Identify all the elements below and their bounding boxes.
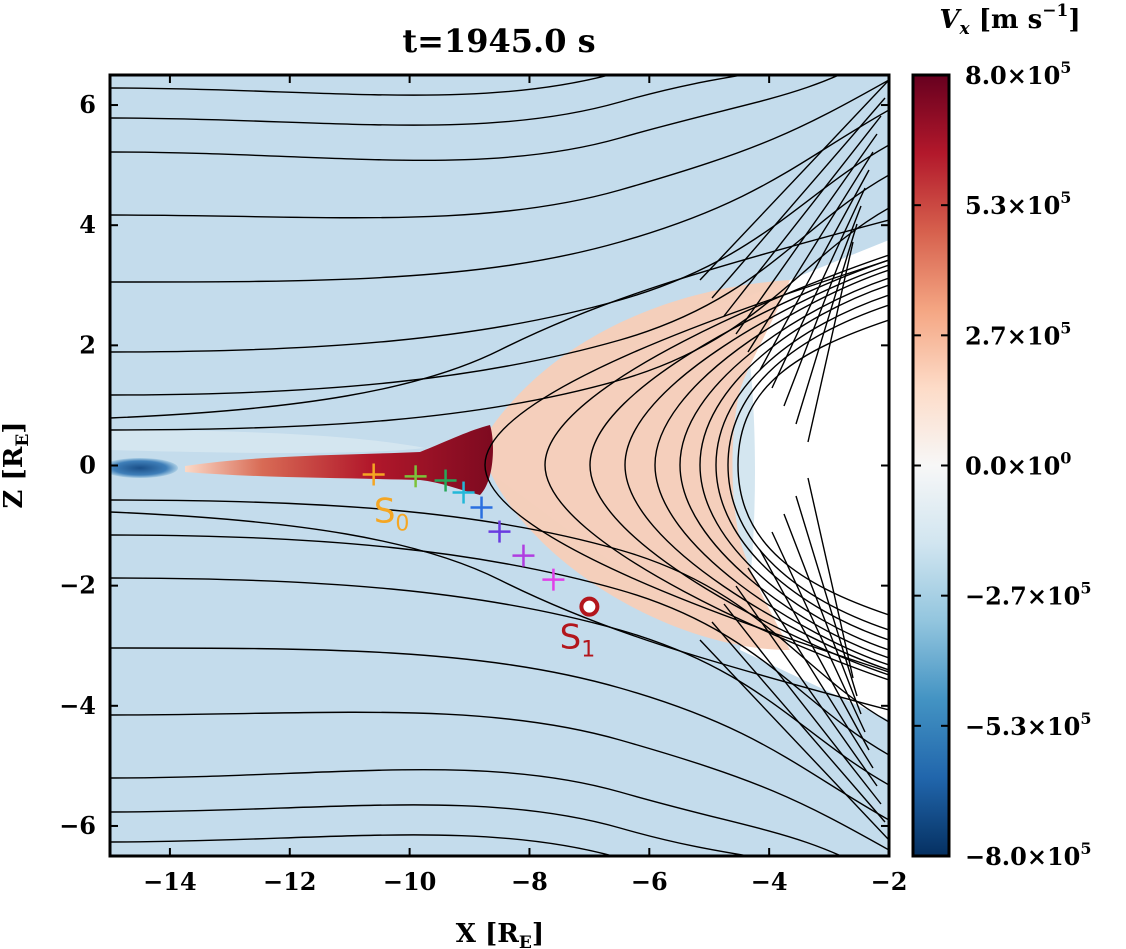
field-line bbox=[735, 133, 878, 335]
field-line bbox=[759, 169, 870, 371]
field-line bbox=[795, 223, 858, 425]
field-line bbox=[589, 259, 889, 676]
field-line bbox=[747, 151, 874, 353]
colorbar-tick-label: 8.0×105 bbox=[965, 58, 1071, 90]
y-tick-label: 0 bbox=[79, 451, 96, 480]
field-line bbox=[735, 585, 878, 787]
plot-area bbox=[110, 75, 889, 856]
field-line bbox=[723, 603, 882, 805]
field-lines bbox=[110, 75, 889, 856]
colorbar-ticks: 8.0×105 5.3×105 2.7×105 0.0×100 −2.7×105 −5.3… bbox=[913, 58, 1092, 871]
y-tick-label: −2 bbox=[59, 571, 96, 600]
field-line bbox=[711, 621, 886, 823]
field-line bbox=[723, 115, 882, 317]
field-line bbox=[110, 647, 889, 821]
field-line bbox=[110, 534, 889, 756]
x-tick-label: −8 bbox=[511, 867, 548, 896]
x-tick-label: −6 bbox=[631, 867, 668, 896]
field-line bbox=[110, 219, 889, 419]
field-line bbox=[771, 531, 866, 733]
y-tick-label: −4 bbox=[59, 691, 96, 720]
colorbar-tick-label: 2.7×105 bbox=[965, 318, 1071, 350]
field-line bbox=[737, 319, 889, 616]
field-line bbox=[110, 711, 889, 851]
field-line bbox=[807, 241, 854, 443]
y-tick-label: 4 bbox=[79, 210, 96, 239]
x-tick-label: −2 bbox=[871, 867, 908, 896]
annotation-label: S0 bbox=[374, 492, 410, 537]
field-line bbox=[699, 639, 889, 841]
x-axis-ticks: −14 −12 −10 −8 −6 −4 −2 bbox=[143, 75, 907, 896]
field-line bbox=[699, 79, 889, 281]
tailward-flow bbox=[110, 458, 178, 478]
y-tick-label: 2 bbox=[79, 330, 96, 359]
field-line bbox=[110, 577, 889, 786]
colorbar-tick-label: 0.0×100 bbox=[965, 449, 1071, 481]
field-line bbox=[110, 768, 844, 856]
chart-title: t=1945.0 s bbox=[402, 22, 595, 60]
x-tick-label: −12 bbox=[263, 867, 317, 896]
y-tick-label: −6 bbox=[59, 811, 96, 840]
field-line bbox=[110, 75, 841, 162]
field-line bbox=[679, 277, 889, 659]
field-line bbox=[783, 205, 862, 407]
colorbar-tick-label: 5.3×105 bbox=[965, 188, 1071, 220]
x-tick-label: −4 bbox=[751, 867, 788, 896]
field-line bbox=[110, 834, 616, 856]
colorbar-tick-label: −8.0×105 bbox=[965, 839, 1092, 871]
field-line bbox=[110, 499, 889, 723]
field-line bbox=[110, 207, 889, 431]
field-line bbox=[759, 549, 870, 751]
field-line bbox=[110, 79, 889, 219]
colorbar-label: Vx [m s−1] bbox=[939, 1, 1080, 39]
colorbar: 8.0×105 5.3×105 2.7×105 0.0×100 −2.7×105 −5.3… bbox=[911, 1, 1092, 871]
field-line bbox=[110, 75, 612, 96]
field-line bbox=[699, 284, 889, 651]
field-line bbox=[624, 264, 889, 671]
field-line bbox=[795, 495, 858, 697]
annotation-label: S1 bbox=[560, 618, 596, 663]
x-tick-label: −14 bbox=[143, 867, 197, 896]
field-line bbox=[110, 804, 753, 856]
y-tick-label: 6 bbox=[79, 90, 96, 119]
field-line bbox=[110, 511, 889, 711]
x-tick-label: −10 bbox=[383, 867, 437, 896]
field-line bbox=[110, 144, 889, 353]
y-axis-ticks: 6 4 2 0 −2 −4 −6 bbox=[59, 90, 889, 840]
field-line bbox=[715, 294, 889, 641]
x-axis-label: X [RE] bbox=[456, 919, 544, 949]
field-line bbox=[110, 75, 747, 126]
position-markers bbox=[362, 463, 600, 617]
field-line bbox=[110, 109, 889, 283]
annotations: S0 S1 bbox=[374, 492, 595, 663]
field-line bbox=[783, 513, 862, 715]
field-line bbox=[727, 304, 889, 631]
field-line bbox=[711, 97, 886, 299]
field-line bbox=[654, 269, 889, 666]
field-line bbox=[807, 477, 854, 679]
y-axis-label: Z [RE] bbox=[0, 421, 33, 508]
field-line bbox=[747, 567, 874, 769]
dipolarization-region bbox=[480, 280, 790, 650]
colorbar-tick-label: −5.3×105 bbox=[965, 709, 1092, 741]
field-line bbox=[544, 254, 889, 681]
field-line bbox=[771, 187, 866, 389]
point-marker bbox=[579, 596, 600, 617]
colorbar-tick-label: −2.7×105 bbox=[965, 579, 1092, 611]
